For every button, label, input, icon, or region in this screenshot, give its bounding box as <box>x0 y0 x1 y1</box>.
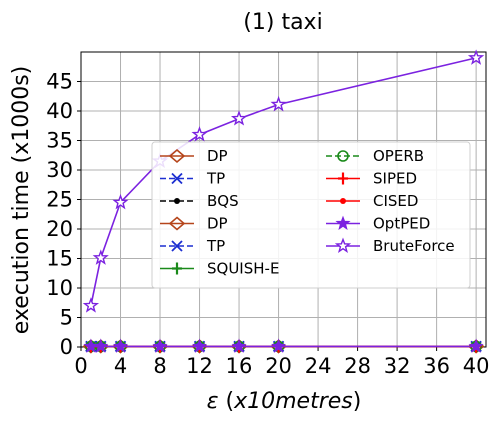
y-tick-label: 0 <box>60 335 73 359</box>
legend-marker <box>174 198 180 204</box>
legend-label: OptPED <box>373 215 430 233</box>
x-tick-label: 20 <box>265 354 292 378</box>
data-point <box>112 193 129 210</box>
data-point <box>230 110 248 126</box>
data-point <box>92 249 109 265</box>
legend-marker <box>337 150 349 162</box>
y-tick-label: 30 <box>46 158 73 182</box>
legend-marker <box>168 216 186 231</box>
x-tick-label: 24 <box>305 354 332 378</box>
y-tick-label: 10 <box>46 276 73 300</box>
legend-label: TP <box>206 237 225 255</box>
data-point <box>82 297 100 313</box>
legend-box <box>151 141 471 289</box>
legend-label: DP <box>207 147 228 165</box>
legend-label: CISED <box>373 192 418 210</box>
x-tick-label: 40 <box>463 354 490 378</box>
legend-label: SIPED <box>373 170 417 188</box>
data-point <box>467 49 485 65</box>
y-tick-label: 40 <box>46 99 73 123</box>
legend-marker <box>171 240 183 252</box>
legend-label: TP <box>206 170 225 188</box>
legend-marker <box>168 148 186 164</box>
data-point <box>468 338 484 353</box>
data-point <box>191 126 208 142</box>
y-tick-label: 35 <box>46 129 73 153</box>
legend: DP TP BQS DP TP SQUISH-E OPERB SIPED CISED OptPED… <box>151 141 471 289</box>
x-tick-label: 28 <box>344 354 371 378</box>
y-axis-label: execution time (x1000s) <box>9 66 34 335</box>
x-tick-label: 12 <box>186 354 213 378</box>
data-point <box>112 338 129 353</box>
x-tick-label: 36 <box>423 354 450 378</box>
x-tick-label: 8 <box>153 354 166 378</box>
legend-marker <box>335 215 351 230</box>
data-point <box>93 338 109 353</box>
data-point <box>192 338 208 353</box>
y-ticks: 0 5 10 15 20 25 30 35 40 45 <box>46 70 81 359</box>
y-tick-label: 5 <box>60 306 73 330</box>
legend-label: OPERB <box>373 147 424 165</box>
x-tick-label: 0 <box>74 354 87 378</box>
data-point <box>152 338 168 353</box>
y-tick-label: 45 <box>46 70 73 94</box>
x-tick-label: 32 <box>384 354 411 378</box>
legend-label: BruteForce <box>373 237 455 255</box>
legend-marker <box>172 262 182 275</box>
data-point <box>231 338 247 353</box>
y-tick-label: 20 <box>46 217 73 241</box>
legend-marker <box>171 172 183 185</box>
data-point <box>271 338 287 353</box>
chart-title: (1) taxi <box>243 10 322 35</box>
x-tick-label: 4 <box>114 354 127 378</box>
data-point <box>270 95 287 112</box>
legend-label: SQUISH-E <box>207 260 279 278</box>
legend-label: DP <box>207 215 228 233</box>
legend-marker <box>334 237 352 253</box>
legend-marker <box>340 198 346 204</box>
x-ticks: 0 4 8 12 16 20 24 28 32 36 40 <box>74 347 489 378</box>
y-tick-label: 25 <box>46 188 73 212</box>
x-axis-label: ε (x10metres) <box>207 389 362 414</box>
series-layer <box>82 49 485 354</box>
x-tick-label: 16 <box>226 354 253 378</box>
legend-label: BQS <box>207 192 239 210</box>
legend-marker <box>338 172 348 185</box>
y-tick-label: 15 <box>46 247 73 271</box>
